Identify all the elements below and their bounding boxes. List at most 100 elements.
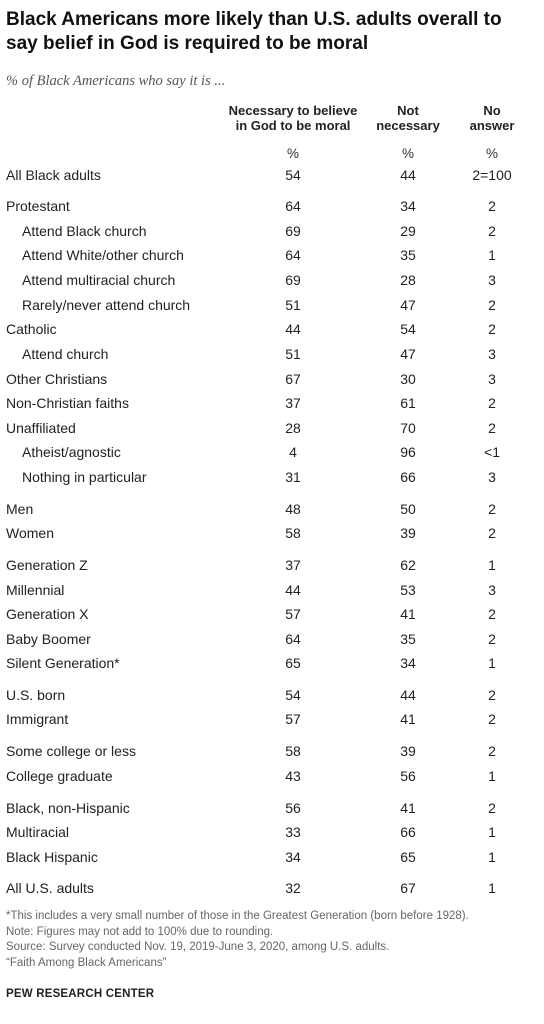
value-necessary: 33 (285, 824, 301, 840)
value-not-necessary: 39 (400, 525, 416, 541)
value-no-answer: 2 (488, 321, 496, 337)
column-header-no-answer: No answer (452, 103, 532, 133)
value-not-necessary: 50 (400, 501, 416, 517)
value-necessary: 64 (285, 198, 301, 214)
value-no-answer: 2 (488, 395, 496, 411)
value-necessary: 37 (285, 557, 301, 573)
row-label: Attend White/other church (22, 247, 184, 263)
row-label: Millennial (6, 582, 65, 598)
row-label: Black Hispanic (6, 849, 98, 865)
row-label: Women (6, 525, 54, 541)
table-row: Attend church 51 47 3 (0, 344, 544, 368)
table-row: Baby Boomer 64 35 2 (0, 629, 544, 653)
value-necessary: 44 (285, 582, 301, 598)
table-row: Men 48 50 2 (0, 499, 544, 523)
note-report-title: “Faith Among Black Americans” (6, 956, 167, 969)
row-label: All U.S. adults (6, 880, 94, 896)
table-row: Other Christians 67 30 3 (0, 369, 544, 393)
table-row: Immigrant 57 41 2 (0, 709, 544, 733)
value-not-necessary: 47 (400, 346, 416, 362)
value-necessary: 4 (289, 444, 297, 460)
value-no-answer: 2 (488, 631, 496, 647)
value-necessary: 44 (285, 321, 301, 337)
value-not-necessary: 34 (400, 655, 416, 671)
chart-notes: *This includes a very small number of th… (6, 909, 540, 971)
table-row: College graduate 43 56 1 (0, 766, 544, 790)
table-row: Some college or less 58 39 2 (0, 741, 544, 765)
value-necessary: 69 (285, 223, 301, 239)
table-row: Attend multiracial church 69 28 3 (0, 270, 544, 294)
value-necessary: 34 (285, 849, 301, 865)
value-no-answer: 2 (488, 297, 496, 313)
value-necessary: 64 (285, 631, 301, 647)
note-asterisk: *This includes a very small number of th… (6, 910, 469, 922)
row-label: All Black adults (6, 167, 101, 183)
value-necessary: 67 (285, 371, 301, 387)
value-no-answer: <1 (484, 444, 500, 460)
value-no-answer: 2=100 (472, 167, 512, 183)
row-label: Black, non-Hispanic (6, 800, 130, 816)
note-source: Source: Survey conducted Nov. 19, 2019-J… (6, 941, 390, 953)
value-not-necessary: 34 (400, 198, 416, 214)
table-row: Catholic 44 54 2 (0, 319, 544, 343)
chart-title: Black Americans more likely than U.S. ad… (6, 9, 502, 54)
row-label: Attend multiracial church (22, 272, 176, 288)
value-no-answer: 2 (488, 525, 496, 541)
table-row: Atheist/agnostic 4 96 <1 (0, 442, 544, 466)
value-not-necessary: 66 (400, 824, 416, 840)
unit-label-no-answer: % (485, 146, 498, 161)
value-no-answer: 2 (488, 420, 496, 436)
table-row: Nothing in particular 31 66 3 (0, 467, 544, 491)
table-row: Attend White/other church 64 35 1 (0, 245, 544, 269)
value-not-necessary: 41 (400, 606, 416, 622)
value-no-answer: 3 (488, 346, 496, 362)
value-not-necessary: 65 (400, 849, 416, 865)
value-no-answer: 2 (488, 687, 496, 703)
column-header-no-answer-line2: answer (469, 118, 515, 133)
row-label: Some college or less (6, 743, 136, 759)
value-necessary: 69 (285, 272, 301, 288)
value-not-necessary: 30 (400, 371, 416, 387)
column-header-not-necessary-line2: necessary (376, 118, 440, 133)
value-necessary: 54 (285, 687, 301, 703)
value-not-necessary: 54 (400, 321, 416, 337)
value-necessary: 58 (285, 743, 301, 759)
value-necessary: 57 (285, 606, 301, 622)
value-not-necessary: 70 (400, 420, 416, 436)
value-not-necessary: 39 (400, 743, 416, 759)
value-no-answer: 1 (488, 824, 496, 840)
row-label: Catholic (6, 321, 57, 337)
table-row: Generation X 57 41 2 (0, 604, 544, 628)
row-label: Attend church (22, 346, 109, 362)
table-row: Attend Black church 69 29 2 (0, 221, 544, 245)
value-not-necessary: 44 (400, 687, 416, 703)
value-necessary: 37 (285, 395, 301, 411)
table-row: Unaffiliated 28 70 2 (0, 418, 544, 442)
column-header-necessary-line1: Necessary to believe (228, 103, 358, 118)
column-header-necessary: Necessary to believe in God to be moral (218, 103, 368, 133)
value-no-answer: 3 (488, 469, 496, 485)
row-label: Non-Christian faiths (6, 395, 129, 411)
table-row: Protestant 64 34 2 (0, 196, 544, 220)
table-row: Silent Generation* 65 34 1 (0, 653, 544, 677)
value-not-necessary: 29 (400, 223, 416, 239)
unit-label-necessary: % (286, 146, 299, 161)
value-not-necessary: 28 (400, 272, 416, 288)
value-no-answer: 2 (488, 800, 496, 816)
value-no-answer: 3 (488, 272, 496, 288)
value-no-answer: 1 (488, 247, 496, 263)
table-row: All U.S. adults 32 67 1 (0, 878, 544, 902)
value-no-answer: 2 (488, 606, 496, 622)
value-not-necessary: 44 (400, 167, 416, 183)
value-necessary: 28 (285, 420, 301, 436)
value-necessary: 64 (285, 247, 301, 263)
value-necessary: 58 (285, 525, 301, 541)
row-label: Immigrant (6, 711, 69, 727)
chart-subtitle: % of Black Americans who say it is ... (6, 73, 226, 89)
table-row: U.S. born 54 44 2 (0, 685, 544, 709)
table-row: Millennial 44 53 3 (0, 580, 544, 604)
value-necessary: 57 (285, 711, 301, 727)
unit-label-not-necessary: % (401, 146, 414, 161)
row-label: Unaffiliated (6, 420, 76, 436)
value-no-answer: 1 (488, 768, 496, 784)
